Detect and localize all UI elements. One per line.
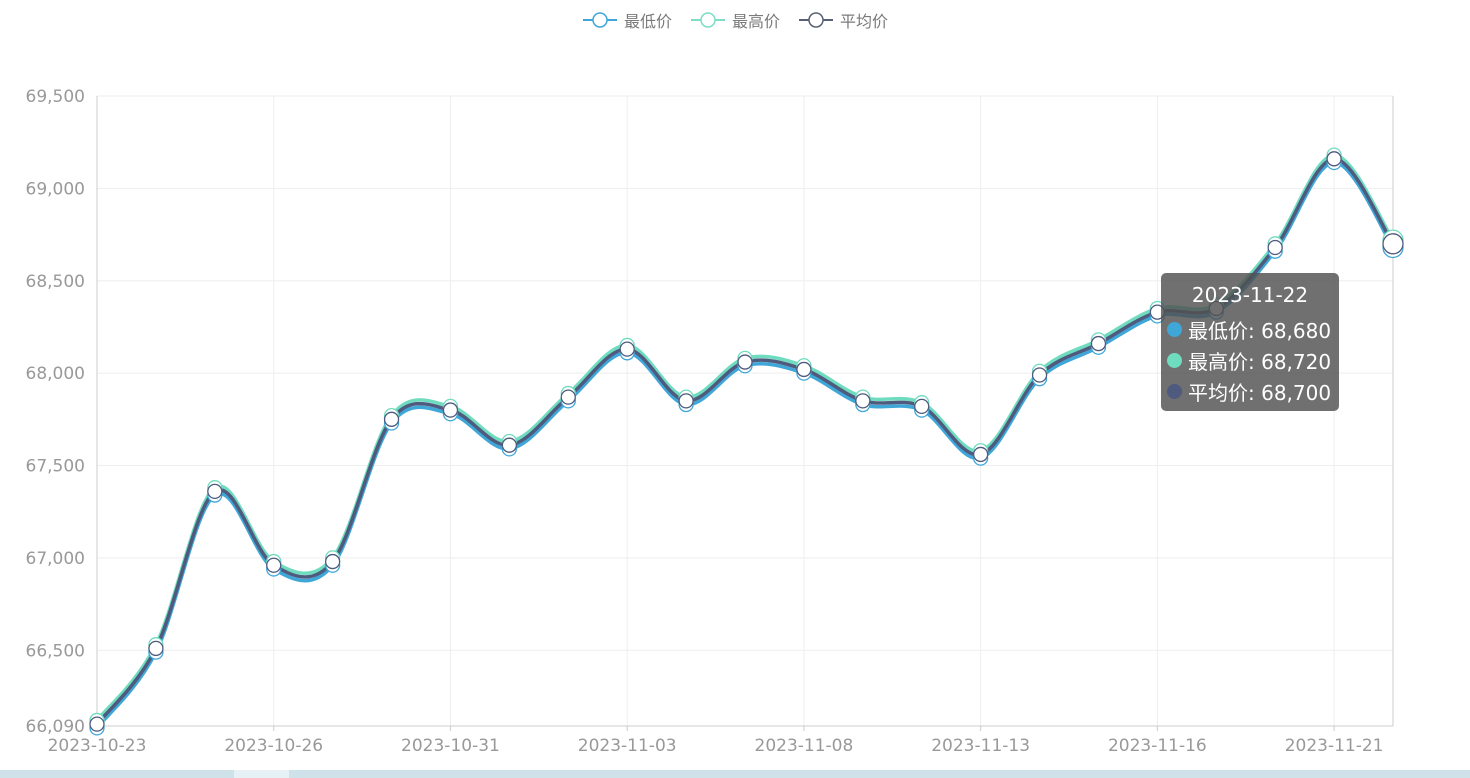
x-tick-label: 2023-10-23 xyxy=(48,736,147,756)
data-point-2[interactable] xyxy=(560,389,576,405)
data-point-2[interactable] xyxy=(1382,233,1404,255)
legend-label-0: 最低价 xyxy=(623,12,672,31)
tooltip-title: 2023-11-22 xyxy=(1191,283,1309,307)
scrollbar-thumb[interactable] xyxy=(234,770,289,778)
y-tick-label: 69,500 xyxy=(26,87,85,107)
data-point-2[interactable] xyxy=(737,354,753,370)
horizontal-scrollbar[interactable] xyxy=(0,770,1470,778)
tooltip-label-avg: 平均价: 68,700 xyxy=(1188,381,1332,405)
legend-item-2[interactable]: 平均价 xyxy=(798,8,888,32)
tooltip-row-min: 最低价: 68,680 xyxy=(1167,315,1331,344)
legend-line-circle-icon xyxy=(799,12,833,28)
legend-label-1: 最高价 xyxy=(731,12,780,31)
legend-label-2: 平均价 xyxy=(840,12,889,31)
y-tick-label: 66,090 xyxy=(26,717,85,737)
legend-line-circle-icon xyxy=(582,12,617,28)
x-tick-label: 2023-11-08 xyxy=(755,736,854,756)
y-tick-label: 66,500 xyxy=(26,641,85,661)
x-tick-label: 2023-10-31 xyxy=(401,736,500,756)
x-tick-label: 2023-11-21 xyxy=(1285,736,1384,756)
data-point-2[interactable] xyxy=(442,402,459,418)
tooltip-label-min: 最低价: 68,680 xyxy=(1188,319,1332,343)
series-line-2[interactable] xyxy=(95,157,1395,726)
x-tick-label: 2023-11-03 xyxy=(578,736,677,756)
series-line-0[interactable] xyxy=(95,160,1395,729)
data-point-2[interactable] xyxy=(855,393,871,409)
data-point-2[interactable] xyxy=(148,640,164,657)
legend-line-circle-icon xyxy=(690,12,725,28)
data-point-2[interactable] xyxy=(1031,367,1048,383)
data-point-2[interactable] xyxy=(1326,151,1342,167)
data-point-2[interactable] xyxy=(266,557,282,573)
legend-item-0[interactable]: 最低价 xyxy=(582,8,672,32)
legend-item-1[interactable]: 最高价 xyxy=(690,8,780,32)
data-point-2[interactable] xyxy=(914,398,930,415)
data-point-2[interactable] xyxy=(383,411,400,427)
data-point-2[interactable] xyxy=(678,393,694,409)
tooltip-marker-avg xyxy=(1167,384,1182,399)
series-line-1[interactable] xyxy=(95,153,1395,722)
data-point-2[interactable] xyxy=(1090,335,1107,352)
data-point-2[interactable] xyxy=(972,446,989,463)
y-tick-label: 68,000 xyxy=(26,364,85,384)
data-point-2[interactable] xyxy=(89,716,105,732)
tooltip-marker-max xyxy=(1167,353,1182,368)
y-tick-label: 68,500 xyxy=(26,272,85,292)
chart-tooltip: 2023-11-22 最低价: 68,680 最高价: 68,720 平均价: … xyxy=(1161,273,1339,411)
data-point-2[interactable] xyxy=(1267,239,1283,256)
tooltip-row-avg: 平均价: 68,700 xyxy=(1167,377,1331,406)
data-point-2[interactable] xyxy=(619,341,635,357)
data-point-2[interactable] xyxy=(324,553,341,570)
y-tick-label: 69,000 xyxy=(26,179,85,199)
y-tick-label: 67,000 xyxy=(26,549,85,569)
tooltip-label-max: 最高价: 68,720 xyxy=(1188,350,1332,374)
x-tick-label: 2023-11-13 xyxy=(931,736,1030,756)
chart-legend: 最低价 最高价 平均价 xyxy=(0,8,1470,32)
data-point-2[interactable] xyxy=(207,483,223,500)
x-tick-label: 2023-10-26 xyxy=(224,736,323,756)
tooltip-marker-min xyxy=(1167,322,1182,337)
x-tick-label: 2023-11-16 xyxy=(1108,736,1207,756)
y-tick-label: 67,500 xyxy=(26,457,85,477)
data-point-2[interactable] xyxy=(796,361,812,378)
data-point-2[interactable] xyxy=(501,437,518,453)
tooltip-row-max: 最高价: 68,720 xyxy=(1167,346,1331,375)
